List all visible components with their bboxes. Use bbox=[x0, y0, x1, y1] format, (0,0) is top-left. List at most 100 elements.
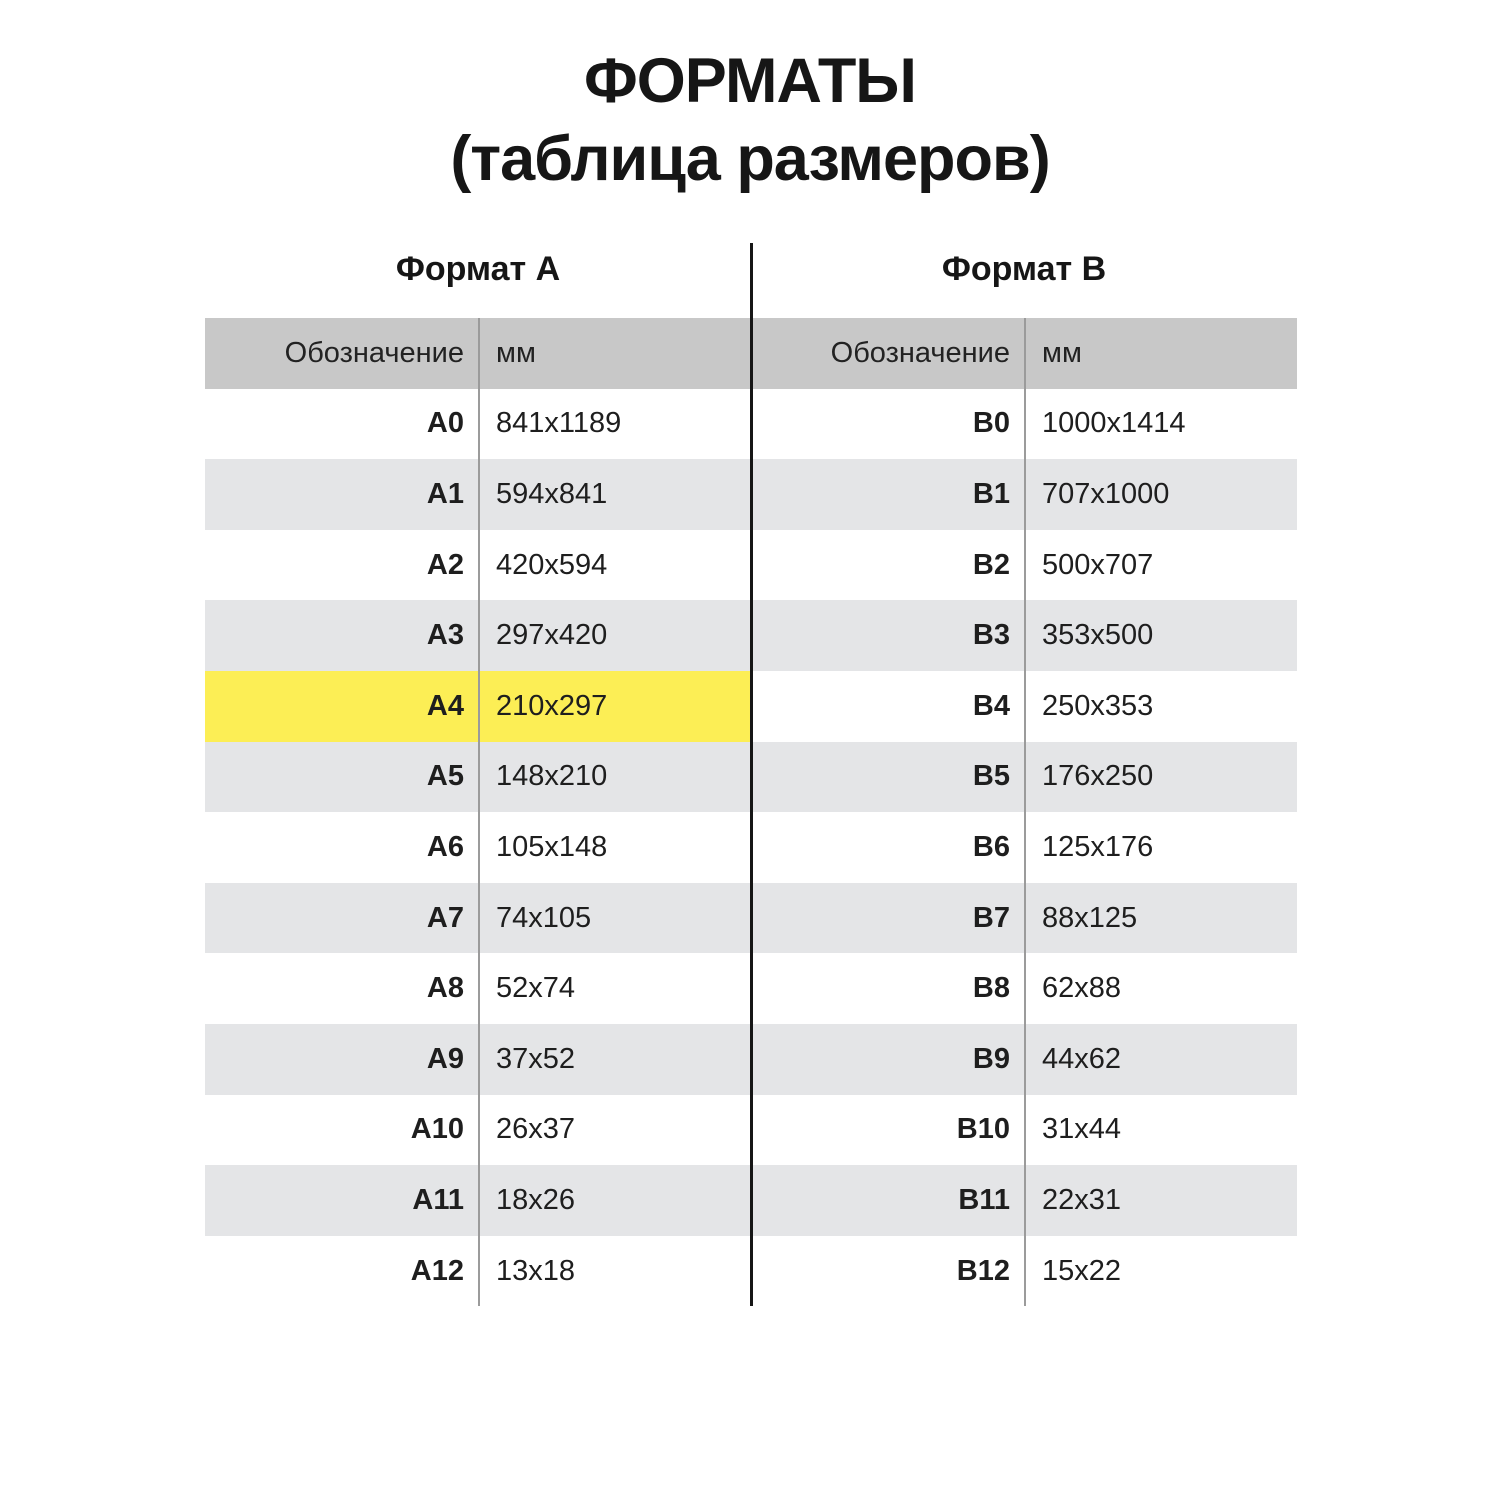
format-a-code: A0 bbox=[426, 407, 464, 440]
format-a-size-mm: 26x37 bbox=[478, 1094, 751, 1166]
row-a-half: A11 18x26 bbox=[205, 1165, 751, 1236]
format-a-code: A10 bbox=[410, 1113, 464, 1146]
table-row-a8-b8: A8 52x74 B8 62x88 bbox=[205, 953, 1297, 1024]
format-b-code: B0 bbox=[972, 407, 1010, 440]
format-b-size-mm: 22x31 bbox=[1024, 1165, 1297, 1236]
format-a-code: A9 bbox=[426, 1042, 464, 1075]
format-a-code: A2 bbox=[426, 548, 464, 581]
row-b-half: B6 125x176 bbox=[751, 812, 1297, 883]
table-row-a11-b11: A11 18x26 B11 22x31 bbox=[205, 1165, 1297, 1236]
format-a-size-mm: 841x1189 bbox=[478, 388, 751, 460]
format-b-code: B1 bbox=[972, 477, 1010, 510]
format-a-size-mm: 420x594 bbox=[478, 529, 751, 601]
format-b-size-mm: 62x88 bbox=[1024, 953, 1297, 1024]
table-row-a4-b4-highlighted: A4 210x297 B4 250x353 bbox=[205, 670, 1297, 742]
row-b-half: B0 1000x1414 bbox=[751, 388, 1297, 460]
format-b-code: B6 bbox=[972, 830, 1010, 863]
format-b-code: B10 bbox=[956, 1113, 1010, 1146]
table-row-a7-b7: A7 74x105 B7 88x125 bbox=[205, 882, 1297, 954]
header-b-half: Обозначение мм bbox=[751, 318, 1297, 389]
format-a-code: A3 bbox=[426, 619, 464, 652]
row-b-half: B12 15x22 bbox=[751, 1235, 1297, 1307]
format-a-size-mm: 148x210 bbox=[478, 741, 751, 813]
format-b-size-mm: 1000x1414 bbox=[1024, 388, 1297, 460]
row-a-half: A7 74x105 bbox=[205, 882, 751, 954]
row-a-half: A1 594x841 bbox=[205, 459, 751, 530]
format-a-size-mm: 105x148 bbox=[478, 812, 751, 883]
format-b-size-mm: 31x44 bbox=[1024, 1094, 1297, 1166]
table-row-a9-b9: A9 37x52 B9 44x62 bbox=[205, 1023, 1297, 1095]
row-a4-highlighted-half: A4 210x297 bbox=[205, 670, 751, 742]
format-a-code: A5 bbox=[426, 760, 464, 793]
row-b-half: B2 500x707 bbox=[751, 529, 1297, 601]
format-b-size-mm: 44x62 bbox=[1024, 1023, 1297, 1095]
format-a-code: A4 bbox=[426, 689, 464, 722]
format-a-code: A11 bbox=[412, 1183, 464, 1216]
title-line-1: ФОРМАТЫ bbox=[584, 46, 917, 116]
table-row-a12-b12: A12 13x18 B12 15x22 bbox=[205, 1235, 1297, 1307]
table-row-a10-b10: A10 26x37 B10 31x44 bbox=[205, 1094, 1297, 1166]
format-b-code: B11 bbox=[958, 1183, 1010, 1216]
row-b-half: B8 62x88 bbox=[751, 953, 1297, 1024]
row-a-half: A2 420x594 bbox=[205, 529, 751, 601]
row-b-half: B10 31x44 bbox=[751, 1094, 1297, 1166]
format-b-code: B7 bbox=[972, 901, 1010, 934]
section-headers: Формат А Формат B bbox=[205, 250, 1297, 288]
table-row-a2-b2: A2 420x594 B2 500x707 bbox=[205, 529, 1297, 601]
title-line-2: (таблица размеров) bbox=[450, 124, 1050, 194]
mm-column-header-b: мм bbox=[1024, 318, 1297, 389]
format-a-code: A6 bbox=[426, 830, 464, 863]
center-divider-line bbox=[750, 243, 753, 1306]
row-b-half: B9 44x62 bbox=[751, 1023, 1297, 1095]
row-b-half: B1 707x1000 bbox=[751, 459, 1297, 530]
row-a-half: A9 37x52 bbox=[205, 1023, 751, 1095]
format-a-size-mm: 37x52 bbox=[478, 1023, 751, 1095]
mm-column-header-a: мм bbox=[478, 318, 751, 389]
row-a-half: A0 841x1189 bbox=[205, 388, 751, 460]
format-a-size-mm: 13x18 bbox=[478, 1235, 751, 1307]
formats-table: Обозначение мм Обозначение мм A0 841x118… bbox=[205, 318, 1297, 1307]
row-a-half: A8 52x74 bbox=[205, 953, 751, 1024]
row-b-half: B7 88x125 bbox=[751, 882, 1297, 954]
format-b-code: B4 bbox=[972, 689, 1010, 722]
row-a-half: A5 148x210 bbox=[205, 741, 751, 813]
row-a-half: A6 105x148 bbox=[205, 812, 751, 883]
table-row-a1-b1: A1 594x841 B1 707x1000 bbox=[205, 459, 1297, 530]
table-header-row: Обозначение мм Обозначение мм bbox=[205, 318, 1297, 389]
designation-column-header-a: Обозначение bbox=[284, 336, 464, 369]
format-b-size-mm: 707x1000 bbox=[1024, 459, 1297, 530]
format-a-code: A8 bbox=[426, 972, 464, 1005]
format-b-code: B8 bbox=[972, 972, 1010, 1005]
header-a-half: Обозначение мм bbox=[205, 318, 751, 389]
row-a-half: A10 26x37 bbox=[205, 1094, 751, 1166]
format-b-code: B12 bbox=[956, 1254, 1010, 1287]
row-b-half: B5 176x250 bbox=[751, 741, 1297, 813]
format-a-size-mm: 210x297 bbox=[478, 670, 751, 742]
table-row-a3-b3: A3 297x420 B3 353x500 bbox=[205, 600, 1297, 671]
table-row-a0-b0: A0 841x1189 B0 1000x1414 bbox=[205, 388, 1297, 460]
table-row-a5-b5: A5 148x210 B5 176x250 bbox=[205, 741, 1297, 813]
format-b-code: B3 bbox=[972, 619, 1010, 652]
row-b-half: B3 353x500 bbox=[751, 600, 1297, 671]
format-a-code: A7 bbox=[426, 901, 464, 934]
row-a-half: A12 13x18 bbox=[205, 1235, 751, 1307]
format-b-size-mm: 500x707 bbox=[1024, 529, 1297, 601]
format-b-size-mm: 15x22 bbox=[1024, 1235, 1297, 1307]
format-a-code: A12 bbox=[410, 1254, 464, 1287]
format-a-size-mm: 297x420 bbox=[478, 600, 751, 671]
format-b-code: B5 bbox=[972, 760, 1010, 793]
format-a-size-mm: 18x26 bbox=[478, 1165, 751, 1236]
format-b-size-mm: 88x125 bbox=[1024, 882, 1297, 954]
row-b-half: B4 250x353 bbox=[751, 670, 1297, 742]
format-a-code: A1 bbox=[426, 477, 464, 510]
designation-column-header-b: Обозначение bbox=[830, 336, 1010, 369]
table-row-a6-b6: A6 105x148 B6 125x176 bbox=[205, 812, 1297, 883]
format-a-size-mm: 594x841 bbox=[478, 459, 751, 530]
format-b-section-header: Формат B bbox=[941, 250, 1107, 288]
row-a-half: A3 297x420 bbox=[205, 600, 751, 671]
row-b-half: B11 22x31 bbox=[751, 1165, 1297, 1236]
format-b-size-mm: 353x500 bbox=[1024, 600, 1297, 671]
format-a-section-header: Формат А bbox=[395, 250, 561, 288]
format-b-size-mm: 176x250 bbox=[1024, 741, 1297, 813]
